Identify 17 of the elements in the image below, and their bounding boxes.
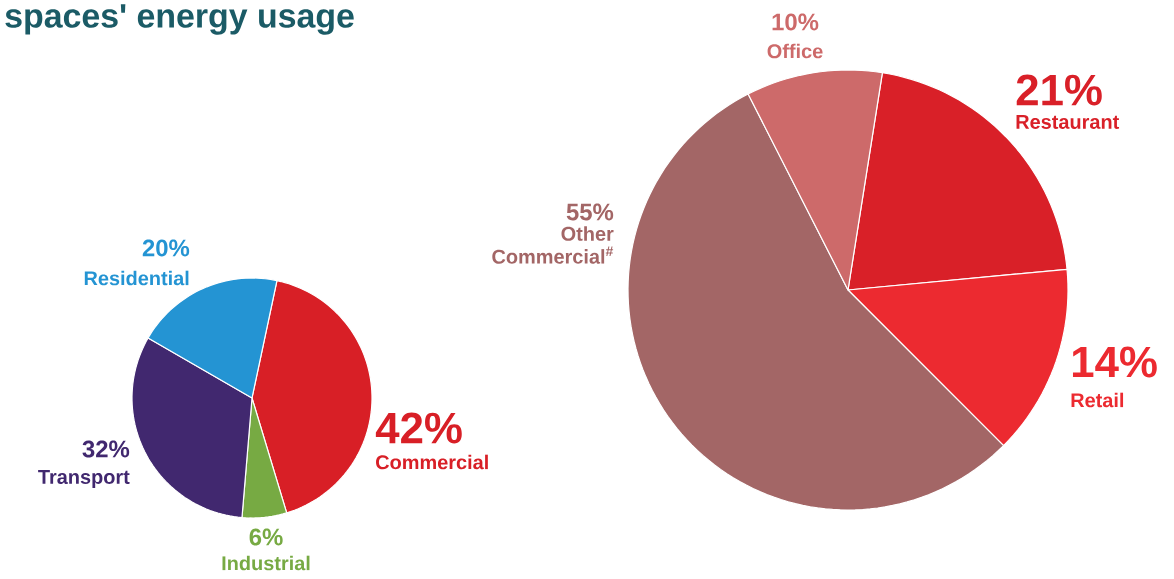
data-label: 14% [1072, 346, 1157, 378]
slice-label: Office [767, 43, 823, 59]
slice-label: Retail [1071, 392, 1124, 408]
chart-title: spaces' energy usage [5, 4, 354, 35]
slice-label: Transport [38, 470, 130, 488]
data-label: 42% [375, 412, 462, 444]
data-label: 21% [1016, 74, 1102, 106]
slice-label: Other Commercial$^{#}$ [492, 226, 614, 264]
data-label: 6% [249, 528, 283, 546]
data-label: 10% [772, 13, 819, 31]
data-label: 20% [142, 239, 190, 257]
data-label: 55% [566, 203, 614, 221]
slice-label: Residential [84, 270, 189, 286]
slice-label: Industrial [222, 555, 310, 571]
data-label: 32% [82, 440, 130, 458]
slice-label: Commercial [376, 454, 488, 470]
slice-label: Restaurant [1016, 115, 1120, 129]
